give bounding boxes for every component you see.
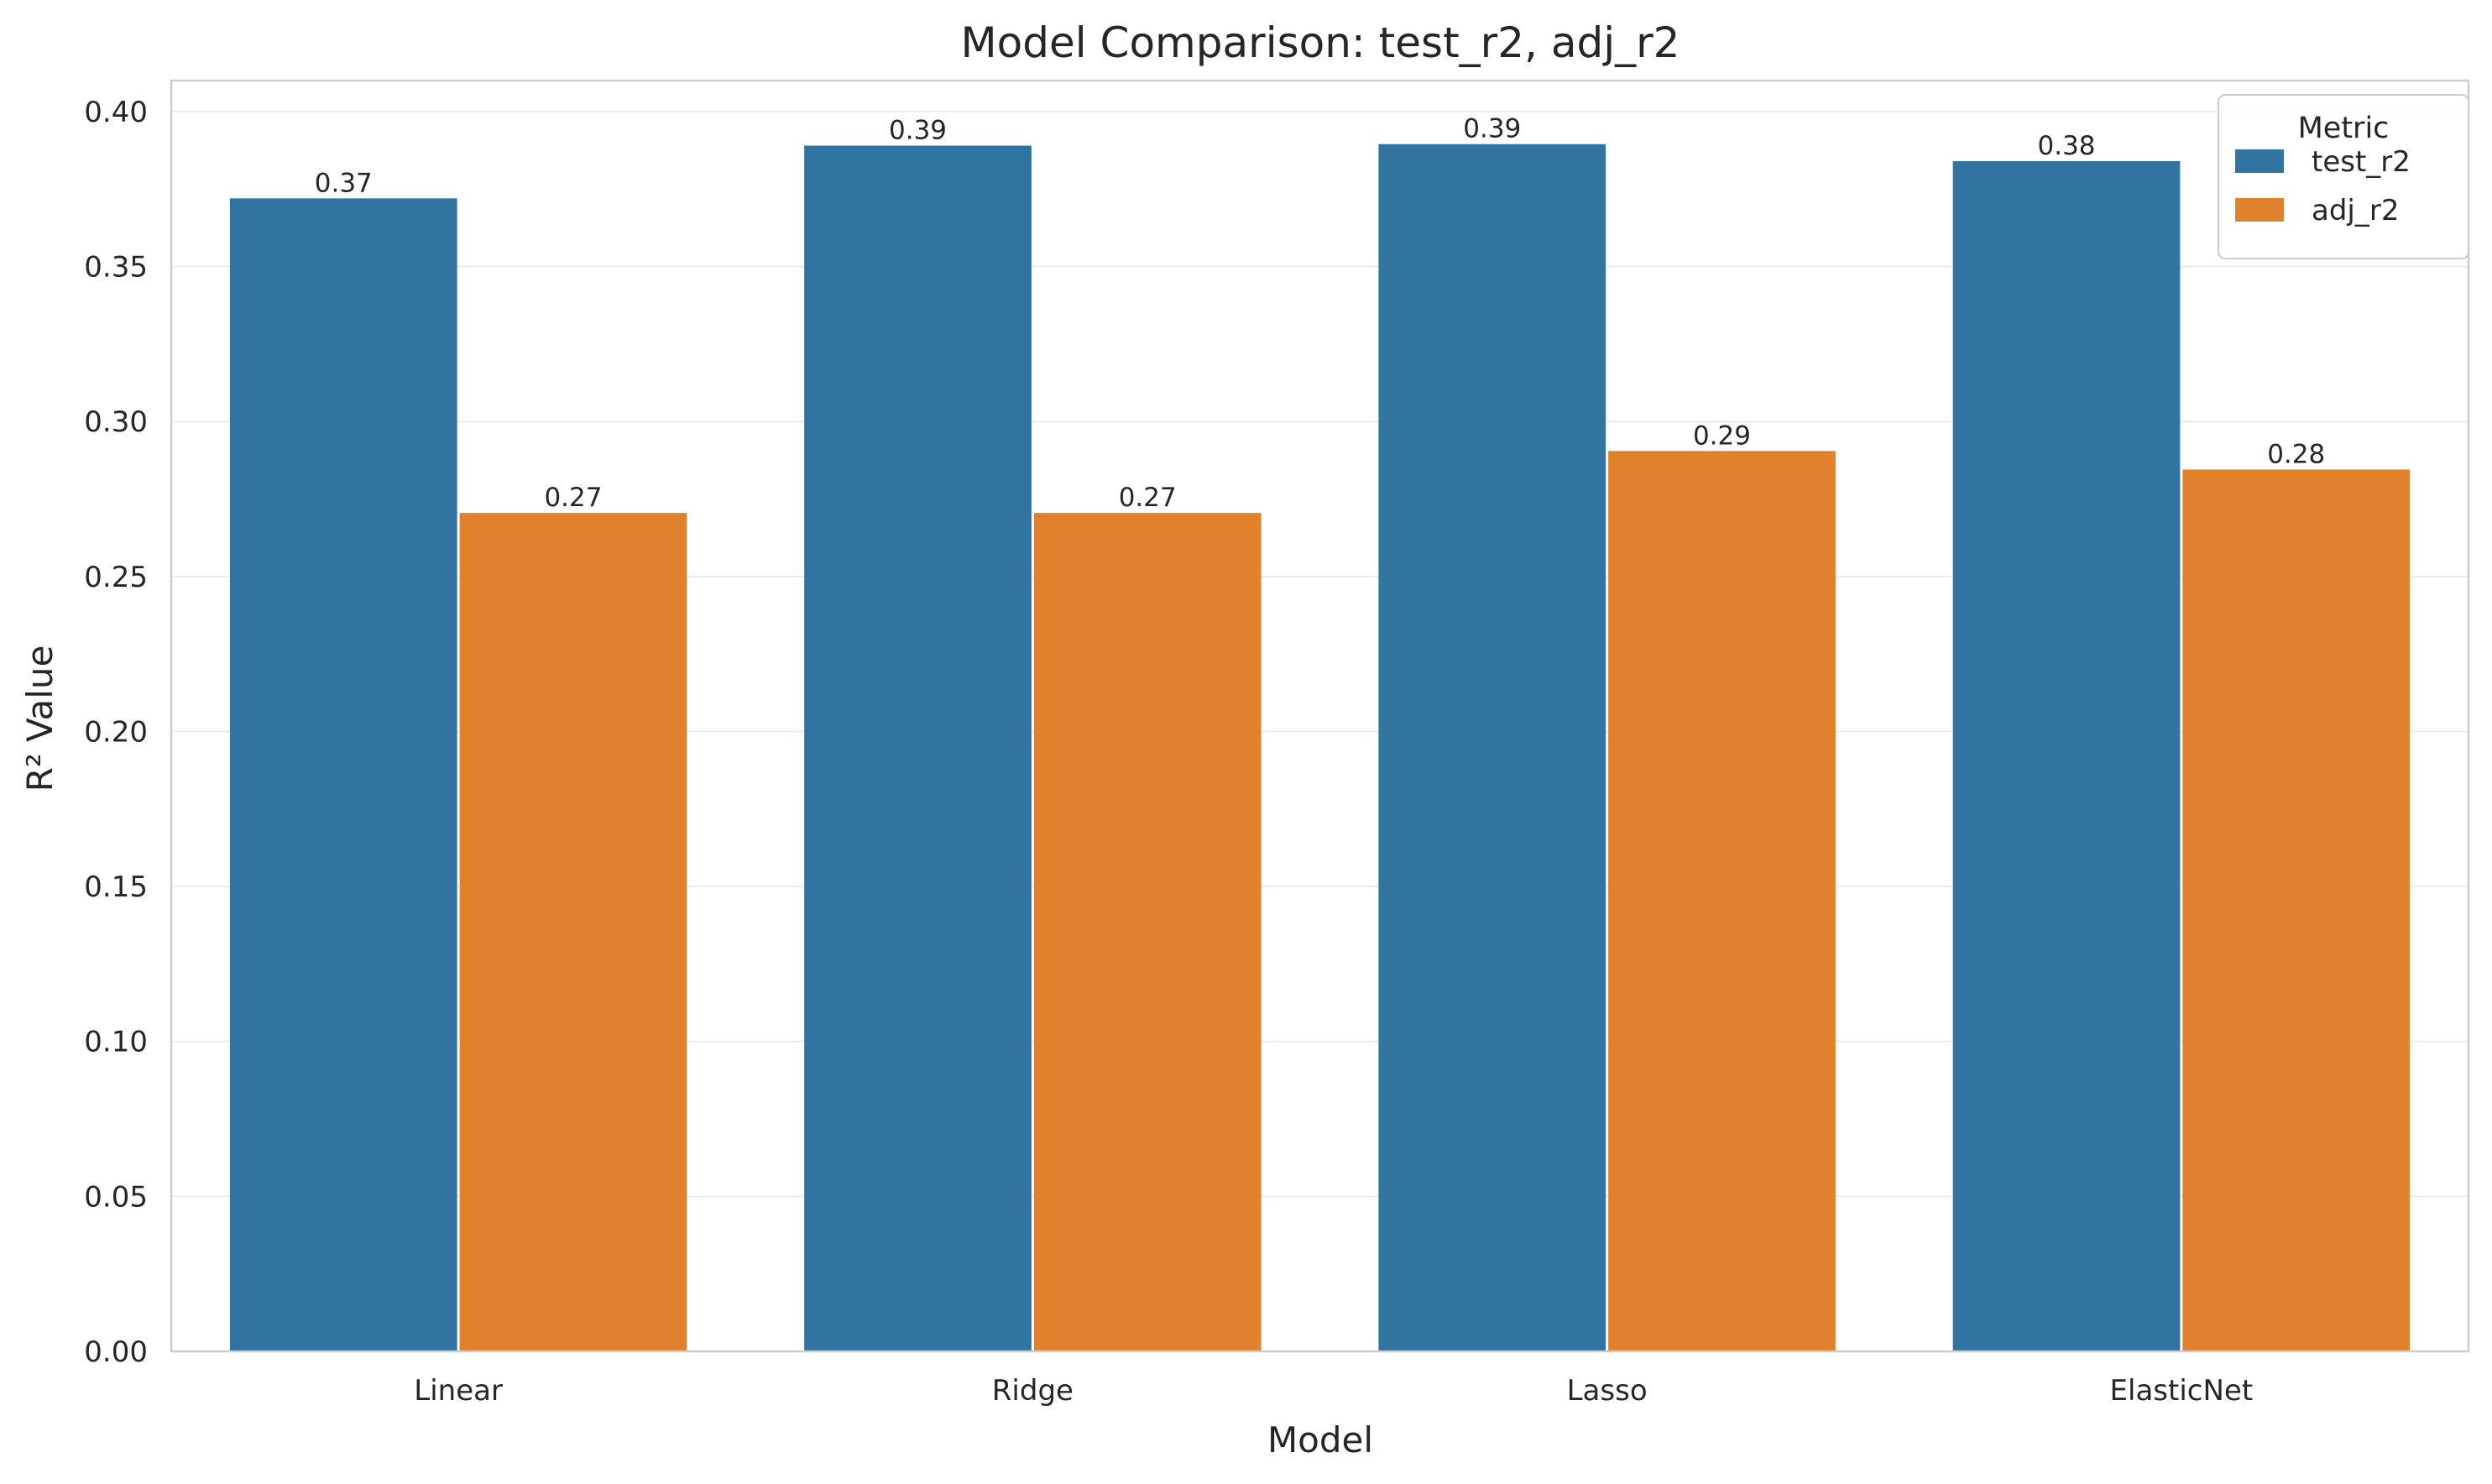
bar-adj_r2-Lasso — [1608, 451, 1836, 1351]
x-axis-ticks: Linear Ridge Lasso ElasticNet — [414, 1374, 2253, 1408]
y-tick-label: 0.10 — [84, 1026, 148, 1059]
y-tick-label: 0.20 — [84, 715, 148, 749]
legend: Metric test_r2 adj_r2 — [2218, 94, 2469, 259]
y-tick-label: 0.30 — [84, 405, 148, 439]
bar-test_r2-Linear — [229, 198, 457, 1352]
y-tick-label: 0.00 — [84, 1335, 148, 1369]
legend-items: test_r2 adj_r2 — [2235, 145, 2411, 227]
bar-value-label: 0.28 — [2267, 439, 2325, 469]
y-tick-label: 0.05 — [84, 1180, 148, 1214]
legend-swatch-adj_r2 — [2235, 198, 2284, 222]
bar-value-label: 0.38 — [2038, 131, 2096, 161]
bar-value-label: 0.27 — [544, 483, 602, 513]
bar-value-label: 0.39 — [1463, 114, 1521, 144]
bars — [229, 144, 2411, 1352]
y-tick-label: 0.40 — [84, 96, 148, 129]
legend-title: Metric — [2298, 112, 2390, 145]
legend-label-adj_r2: adj_r2 — [2312, 194, 2399, 227]
bar-value-label: 0.29 — [1693, 421, 1751, 451]
x-tick-label: ElasticNet — [2110, 1374, 2254, 1408]
y-tick-label: 0.15 — [84, 870, 148, 904]
x-tick-label: Ridge — [992, 1374, 1074, 1408]
legend-label-test_r2: test_r2 — [2312, 145, 2411, 179]
y-tick-label: 0.25 — [84, 561, 148, 594]
plot-frame — [170, 79, 2470, 1353]
bar-test_r2-Ridge — [804, 145, 1032, 1351]
x-axis-title: Model — [1267, 1419, 1373, 1460]
bar-adj_r2-Ridge — [1033, 513, 1262, 1351]
bar-adj_r2-ElasticNet — [2182, 469, 2411, 1352]
x-tick-label: Lasso — [1567, 1374, 1648, 1408]
x-tick-label: Linear — [414, 1374, 503, 1408]
bar-value-label: 0.27 — [1119, 483, 1177, 513]
bar-adj_r2-Linear — [459, 513, 687, 1351]
bar-test_r2-ElasticNet — [1952, 161, 2181, 1351]
bar-value-label: 0.37 — [315, 168, 373, 198]
bar-value-label: 0.39 — [889, 116, 947, 146]
y-axis-title: R² Value — [19, 645, 60, 792]
chart-title: Model Comparison: test_r2, adj_r2 — [961, 18, 1680, 67]
plot-border — [170, 79, 2470, 1353]
legend-swatch-test_r2 — [2235, 149, 2284, 173]
bar-test_r2-Lasso — [1378, 144, 1606, 1352]
y-axis-ticks: 0.00 0.05 0.10 0.15 0.20 0.25 0.30 0.35 0.40 — [84, 96, 148, 1369]
y-tick-label: 0.35 — [84, 251, 148, 285]
bar-labels: 0.37 0.27 0.39 0.27 0.39 0.29 0.38 0.28 — [315, 114, 2325, 513]
